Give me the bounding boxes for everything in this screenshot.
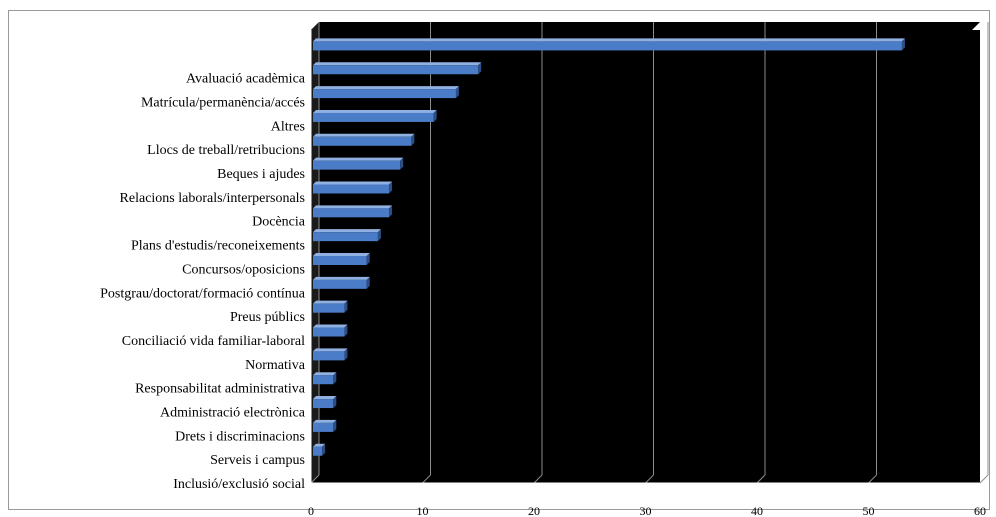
category-label: Drets i discriminacions bbox=[175, 429, 305, 444]
category-label: Administració electrònica bbox=[160, 405, 306, 420]
bar bbox=[313, 232, 378, 242]
bar bbox=[313, 136, 412, 146]
bar bbox=[313, 279, 367, 289]
bar-top bbox=[313, 324, 348, 328]
gridline-depth bbox=[422, 474, 431, 484]
bar bbox=[313, 422, 334, 432]
bar-side bbox=[411, 133, 415, 146]
category-label: Responsabilitat administrativa bbox=[135, 382, 306, 397]
category-label: Plans d'estudis/reconeixements bbox=[131, 239, 305, 254]
bar-side bbox=[366, 253, 370, 265]
bar-side bbox=[322, 443, 326, 456]
bar bbox=[313, 446, 323, 456]
bar-top bbox=[313, 253, 370, 256]
x-tick-label: 20 bbox=[528, 504, 540, 517]
gridline-depth bbox=[868, 474, 877, 484]
bar-side bbox=[478, 62, 482, 75]
category-label: Postgrau/doctorat/formació contínua bbox=[100, 286, 306, 301]
category-label: Docència bbox=[252, 215, 306, 230]
bar-top bbox=[313, 348, 348, 352]
x-tick-label: 50 bbox=[863, 504, 875, 517]
bar-side bbox=[344, 324, 348, 337]
bar-top bbox=[313, 419, 337, 423]
category-label: Serveis i campus bbox=[210, 453, 305, 468]
bar bbox=[313, 351, 345, 361]
category-label: Relacions laborals/interpersonals bbox=[120, 191, 305, 206]
bar-side bbox=[433, 109, 437, 122]
x-tick-label: 0 bbox=[308, 504, 314, 517]
bar-top bbox=[313, 86, 459, 90]
bar-side bbox=[901, 38, 905, 51]
bar bbox=[313, 65, 479, 75]
bar-top bbox=[313, 276, 370, 280]
bar-top bbox=[313, 229, 381, 233]
gridline-depth bbox=[310, 474, 320, 484]
bar-top bbox=[313, 62, 482, 66]
bar-side bbox=[333, 396, 337, 409]
bar bbox=[313, 375, 334, 385]
bar-top bbox=[313, 157, 404, 161]
category-label: Beques i ajudes bbox=[217, 167, 305, 182]
gridline-depth bbox=[756, 474, 766, 484]
bar-side bbox=[366, 276, 370, 289]
category-label: Conciliació vida familiar-laboral bbox=[122, 334, 305, 349]
bar-side bbox=[344, 348, 348, 361]
bar-top bbox=[313, 205, 393, 209]
bar bbox=[313, 256, 367, 265]
bar-top bbox=[313, 300, 348, 304]
category-label: Concursos/oposicions bbox=[182, 262, 305, 277]
plot-top-wall bbox=[311, 22, 980, 30]
bar bbox=[313, 112, 434, 122]
bar-top bbox=[313, 181, 393, 185]
bar-side bbox=[344, 300, 348, 313]
bar-side bbox=[389, 181, 393, 194]
bar bbox=[313, 303, 345, 313]
x-tick-label: 30 bbox=[640, 504, 652, 517]
x-tick-label: 60 bbox=[974, 504, 986, 517]
bar-side bbox=[455, 86, 459, 99]
plot-area bbox=[311, 30, 980, 483]
category-label: Avaluació acadèmica bbox=[186, 72, 306, 87]
x-tick-label: 10 bbox=[417, 504, 429, 517]
bar bbox=[313, 327, 345, 337]
gridline-depth bbox=[533, 474, 543, 484]
bar-top bbox=[313, 38, 905, 42]
bar-side bbox=[333, 372, 337, 385]
bar bbox=[313, 160, 401, 170]
bar bbox=[313, 184, 390, 194]
gridline-depth bbox=[979, 474, 989, 484]
bar-top bbox=[313, 133, 415, 137]
bar-top bbox=[313, 396, 337, 400]
category-label: Normativa bbox=[245, 358, 306, 373]
bar bbox=[313, 41, 902, 51]
bar-side bbox=[333, 419, 337, 432]
bar-side bbox=[389, 205, 393, 218]
chart-frame bbox=[8, 10, 990, 510]
bar bbox=[313, 399, 334, 409]
category-label: Preus públics bbox=[230, 310, 305, 325]
category-label: Matrícula/permanència/accés bbox=[141, 96, 305, 111]
bar-side bbox=[400, 157, 404, 170]
category-label: Altres bbox=[271, 119, 305, 134]
bar-top bbox=[313, 443, 326, 447]
gridline-depth bbox=[645, 474, 654, 484]
bar-top bbox=[313, 109, 437, 113]
category-label: Inclusió/exclusió social bbox=[173, 477, 305, 492]
bar bbox=[313, 89, 456, 99]
category-label: Llocs de treball/retribucions bbox=[147, 143, 305, 158]
x-tick-label: 40 bbox=[751, 504, 763, 517]
bar bbox=[313, 208, 390, 218]
bar-top bbox=[313, 372, 337, 376]
bar-side bbox=[377, 229, 381, 242]
